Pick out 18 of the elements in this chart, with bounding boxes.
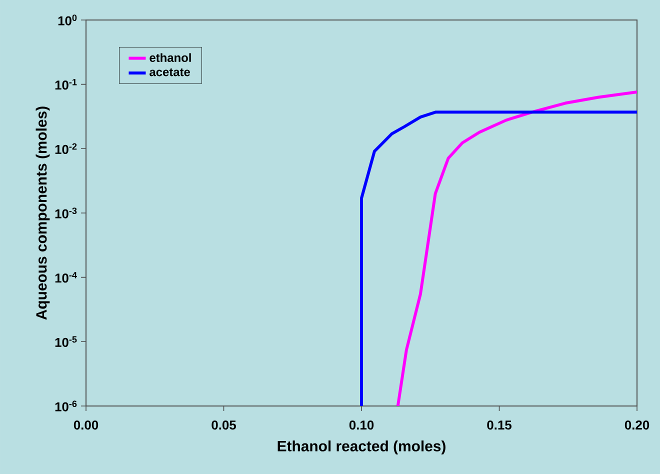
y-tick-label: 10$^{-2}$ bbox=[55, 143, 77, 154]
legend-label: ethanol bbox=[150, 53, 191, 62]
line-series bbox=[360, 110, 638, 406]
y-tick-label: 10$^{0}$ bbox=[58, 14, 77, 26]
x-tick-label: 0.00 bbox=[74, 420, 98, 430]
y-axis-title: Aqueous components (moles) bbox=[36, 106, 50, 320]
y-tick-label: 10$^{-3}$ bbox=[55, 208, 77, 218]
y-tick-label: 10$^{-6}$ bbox=[55, 400, 77, 412]
x-axis-title: Ethanol reacted (moles) bbox=[278, 440, 446, 454]
y-tick-label: 10$^{-5}$ bbox=[55, 336, 77, 348]
x-tick-label: 0.05 bbox=[212, 420, 236, 430]
x-tick-label: 0.15 bbox=[487, 420, 512, 430]
legend-label: acetate bbox=[150, 68, 190, 76]
x-tick-label: 0.10 bbox=[349, 420, 374, 430]
y-tick-label: 10$^{-4}$ bbox=[55, 272, 77, 283]
y-tick-label: 10$^{-1}$ bbox=[55, 78, 77, 90]
line-series bbox=[396, 90, 638, 406]
x-tick-label: 0.20 bbox=[624, 420, 650, 430]
